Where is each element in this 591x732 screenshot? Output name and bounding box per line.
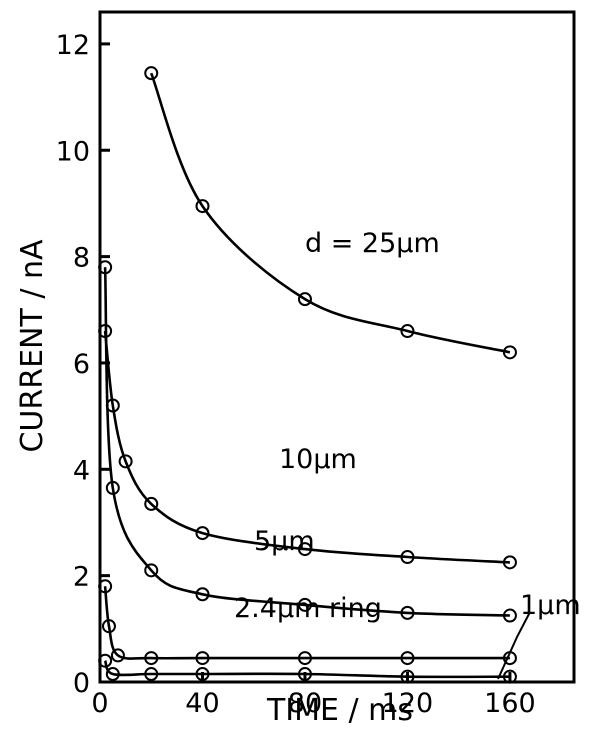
y-tick-label: 2 [73,562,90,593]
series-label-10um: 10μm [279,444,357,475]
x-axis-label: TIME / ms [266,693,413,728]
y-axis-label: CURRENT / nA [15,239,50,453]
series-line-0 [151,73,510,352]
x-tick-label: 40 [185,688,219,719]
x-tick-label: 0 [91,688,108,719]
y-tick-label: 4 [73,455,90,486]
plot-frame [100,12,574,682]
series-label-1um: 1μm [520,590,581,621]
x-tick-label: 160 [484,688,536,719]
y-tick-label: 8 [73,243,90,274]
series-label-5um: 5μm [254,526,315,557]
y-tick-label: 10 [56,136,90,167]
y-tick-label: 0 [73,668,90,699]
y-tick-label: 12 [56,30,90,61]
series-label-25um: d = 25μm [305,228,440,259]
label-leader-1um [498,612,530,679]
data-markers [99,67,516,683]
data-point [145,67,157,79]
series-line-2 [105,267,510,615]
series-curves [105,73,510,677]
plot-area-border [100,12,574,682]
y-tick-label: 6 [73,349,90,380]
series-label-2-4um-ring: 2.4μm ring [234,593,382,624]
